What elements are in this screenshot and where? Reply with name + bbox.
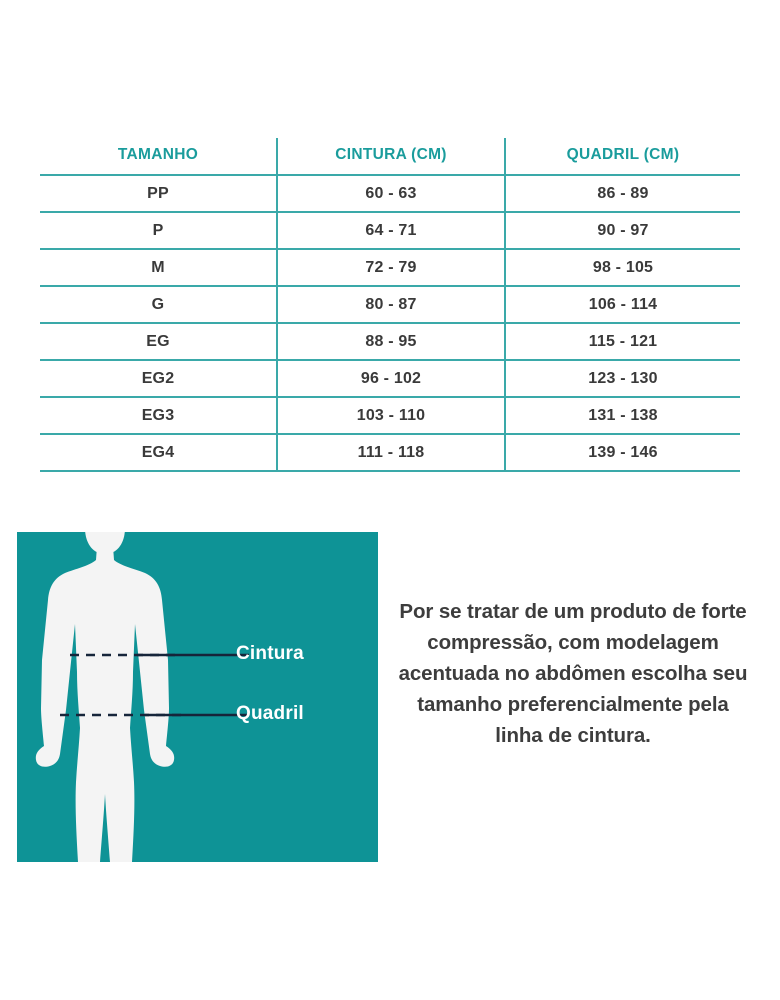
cell-waist: 88 - 95: [276, 323, 505, 361]
column-header-size: TAMANHO: [40, 138, 277, 176]
figure-torso-arms: [35, 546, 175, 767]
cell-waist: 72 - 79: [276, 249, 505, 287]
cell-size: M: [40, 249, 277, 287]
cell-hip: 123 - 130: [504, 360, 740, 398]
cell-waist: 103 - 110: [276, 397, 505, 435]
cell-size: EG4: [40, 434, 277, 472]
table-row: EG2 96 - 102 123 - 130: [40, 360, 740, 398]
table-row: EG4 111 - 118 139 - 146: [40, 434, 740, 472]
cell-size: G: [40, 286, 277, 324]
hip-measurement-label: Quadril: [236, 703, 304, 724]
cell-hip: 98 - 105: [504, 249, 740, 287]
table-row: G 80 - 87 106 - 114: [40, 286, 740, 324]
figure-head: [85, 532, 125, 554]
figure-legs: [75, 728, 135, 862]
cell-waist: 80 - 87: [276, 286, 505, 324]
cell-size: EG2: [40, 360, 277, 398]
cell-hip: 115 - 121: [504, 323, 740, 361]
cell-waist: 64 - 71: [276, 212, 505, 250]
table-header: TAMANHO CINTURA (CM) QUADRIL (CM): [40, 138, 740, 176]
female-body-silhouette-icon: [35, 532, 249, 862]
body-measurement-illustration: [17, 532, 378, 862]
table-body: PP 60 - 63 86 - 89 P 64 - 71 90 - 97 M 7…: [40, 175, 740, 472]
cell-size: EG: [40, 323, 277, 361]
size-chart-table-container: TAMANHO CINTURA (CM) QUADRIL (CM) PP 60 …: [40, 138, 740, 472]
cell-size: P: [40, 212, 277, 250]
cell-waist: 60 - 63: [276, 175, 505, 213]
cell-hip: 90 - 97: [504, 212, 740, 250]
cell-hip: 131 - 138: [504, 397, 740, 435]
table-row: P 64 - 71 90 - 97: [40, 212, 740, 250]
size-chart-table: TAMANHO CINTURA (CM) QUADRIL (CM) PP 60 …: [40, 138, 740, 472]
table-row: PP 60 - 63 86 - 89: [40, 175, 740, 213]
cell-size: PP: [40, 175, 277, 213]
cell-hip: 139 - 146: [504, 434, 740, 472]
column-header-waist: CINTURA (CM): [276, 138, 505, 176]
table-header-row: TAMANHO CINTURA (CM) QUADRIL (CM): [40, 138, 740, 176]
cell-size: EG3: [40, 397, 277, 435]
table-row: EG3 103 - 110 131 - 138: [40, 397, 740, 435]
column-header-hip: QUADRIL (CM): [504, 138, 740, 176]
cell-waist: 111 - 118: [276, 434, 505, 472]
compression-note-text: Por se tratar de um produto de forte com…: [398, 600, 748, 747]
cell-hip: 106 - 114: [504, 286, 740, 324]
cell-hip: 86 - 89: [504, 175, 740, 213]
cell-waist: 96 - 102: [276, 360, 505, 398]
table-row: M 72 - 79 98 - 105: [40, 249, 740, 287]
table-row: EG 88 - 95 115 - 121: [40, 323, 740, 361]
waist-measurement-label: Cintura: [236, 643, 304, 664]
